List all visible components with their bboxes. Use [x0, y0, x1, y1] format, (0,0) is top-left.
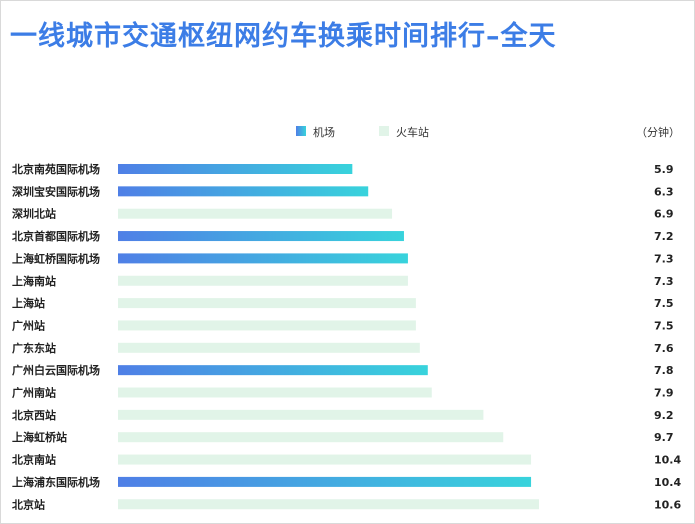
category-label: 广州站: [12, 318, 45, 332]
category-label: 北京站: [12, 497, 45, 511]
bar-airport: [118, 186, 369, 197]
value-label: 9.7: [654, 431, 674, 444]
category-label: 上海浦东国际机场: [12, 475, 100, 489]
category-label: 上海站: [12, 296, 45, 310]
category-label: 广东东站: [12, 341, 56, 355]
category-label: 深圳宝安国际机场: [12, 184, 100, 198]
bar-train-station: [118, 342, 420, 353]
bar-train-station: [118, 499, 539, 510]
bar-airport: [118, 476, 532, 487]
value-label: 7.6: [654, 342, 674, 355]
value-label: 7.3: [654, 275, 674, 288]
value-label: 6.3: [654, 185, 674, 198]
bar-train-station: [118, 432, 504, 443]
bar-airport: [118, 164, 353, 174]
value-label: 5.9: [654, 163, 674, 176]
bar-train-station: [118, 409, 484, 420]
legend-label-train-station: 火车站: [396, 126, 429, 139]
category-label: 上海南站: [12, 274, 56, 288]
category-label: 北京南站: [12, 453, 56, 467]
category-label: 上海虹桥站: [12, 430, 67, 444]
bar-train-station: [118, 275, 408, 286]
value-label: 6.9: [654, 208, 674, 221]
category-label: 上海虹桥国际机场: [12, 251, 100, 265]
value-label: 7.5: [654, 297, 674, 310]
value-label: 9.2: [654, 409, 674, 422]
bar-airport: [118, 231, 404, 242]
category-label: 北京首都国际机场: [12, 229, 100, 243]
value-label: 10.6: [654, 498, 681, 511]
category-label: 广州白云国际机场: [12, 363, 100, 377]
value-label: 10.4: [654, 476, 681, 489]
bar-train-station: [118, 454, 532, 465]
legend-swatch-train-station: [379, 126, 389, 136]
bar-train-station: [118, 387, 432, 398]
bar-airport: [118, 365, 428, 376]
value-label: 7.2: [654, 230, 674, 243]
value-label: 7.3: [654, 252, 674, 265]
bar-train-station: [118, 320, 416, 331]
value-label: 7.8: [654, 364, 674, 377]
value-label: 10.4: [654, 454, 681, 467]
category-label: 深圳北站: [12, 207, 56, 221]
unit-label: （分钟）: [636, 126, 680, 139]
category-label: 北京西站: [12, 408, 56, 422]
bar-airport: [118, 253, 408, 264]
bar-train-station: [118, 298, 416, 309]
chart-title: 一线城市交通枢纽网约车换乘时间排行–全天: [10, 21, 557, 52]
legend-label-airport: 机场: [313, 126, 335, 139]
value-label: 7.9: [654, 387, 674, 400]
category-label: 北京南苑国际机场: [12, 162, 100, 176]
legend-swatch-airport: [296, 126, 306, 136]
category-label: 广州南站: [12, 386, 56, 400]
bar-train-station: [118, 208, 393, 219]
value-label: 7.5: [654, 319, 674, 332]
